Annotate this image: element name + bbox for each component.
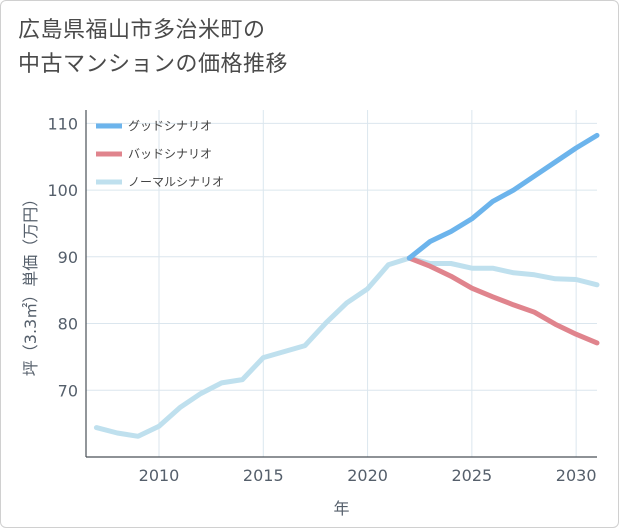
grid-lines — [86, 110, 597, 457]
x-tick-label: 2010 — [139, 466, 180, 485]
x-tick-label: 2015 — [243, 466, 284, 485]
legend-label: グッドシナリオ — [128, 119, 212, 133]
chart-title-line-1: 広島県福山市多治米町の — [18, 18, 266, 43]
chart-title: 広島県福山市多治米町の 中古マンションの価格推移 — [18, 14, 518, 82]
series-lines — [93, 132, 600, 439]
chart-title-line-2: 中古マンションの価格推移 — [18, 52, 289, 77]
x-axis-title: 年 — [333, 499, 349, 518]
y-tick-label: 100 — [47, 181, 78, 200]
axes — [85, 110, 597, 458]
x-tick-label: 2025 — [451, 466, 492, 485]
tick-labels: 2010 2015 2020 2025 2030 70 80 90 100 110 — [47, 114, 596, 485]
x-tick-label: 2020 — [347, 466, 388, 485]
series-line-1 — [406, 255, 600, 346]
y-tick-label: 90 — [58, 248, 78, 267]
series-line-0 — [406, 132, 600, 261]
x-tick-label: 2030 — [556, 466, 597, 485]
y-tick-label: 80 — [58, 315, 78, 334]
y-tick-label: 70 — [58, 381, 78, 400]
y-axis-title: 坪（3.3㎡）単価（万円） — [21, 191, 40, 376]
legend-label: ノーマルシナリオ — [128, 175, 224, 189]
series-line-2 — [93, 255, 600, 439]
legend-label: バッドシナリオ — [128, 147, 212, 161]
y-tick-label: 110 — [47, 114, 78, 133]
